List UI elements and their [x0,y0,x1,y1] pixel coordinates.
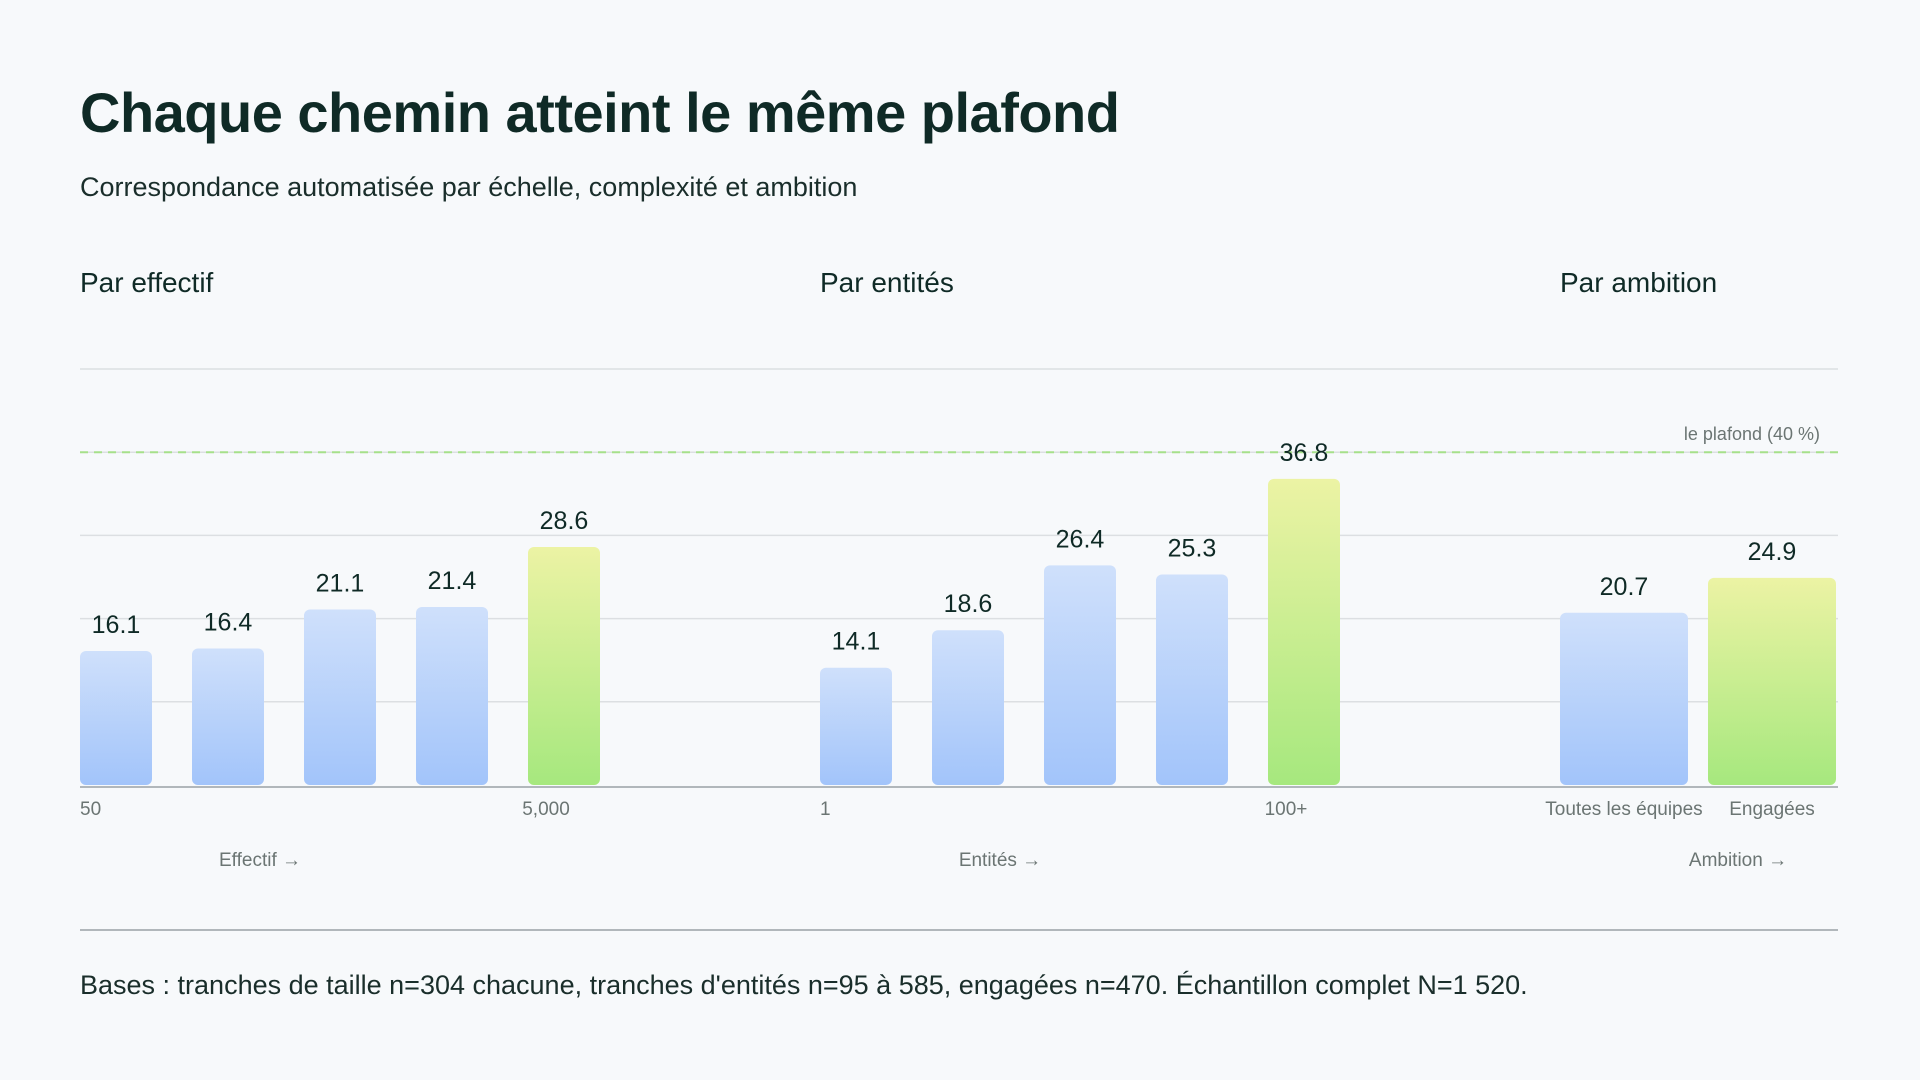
bar [820,667,892,785]
value-label: 25.3 [1168,535,1217,563]
bar [932,630,1004,785]
panel-title: Par entités [820,267,954,298]
bar [1156,574,1228,785]
x-axis-label: Ambition → [1689,850,1787,871]
panel-title: Par effectif [80,267,214,298]
value-label: 14.1 [832,628,881,656]
tick-label: 100+ [1265,799,1308,820]
bar [528,547,600,785]
tick-label: Toutes les équipes [1545,799,1702,820]
tick-label: 50 [80,799,101,820]
bar [1044,565,1116,785]
footnote: Bases : tranches de taille n=304 chacune… [80,970,1528,1000]
value-label: 28.6 [540,507,589,535]
value-label: 24.9 [1748,538,1797,566]
value-label: 16.1 [92,611,141,639]
x-axis-label: Effectif → [219,850,301,871]
bar [1560,612,1688,785]
bar [304,609,376,785]
tick-label: 1 [820,799,831,820]
bar [416,606,488,785]
bar [80,651,152,785]
bar [1708,577,1836,785]
value-label: 21.1 [316,569,365,597]
value-label: 20.7 [1600,573,1649,601]
value-label: 21.4 [428,567,477,595]
value-label: 36.8 [1280,439,1329,467]
ceiling-label: le plafond (40 %) [1684,424,1820,444]
chart-title: Chaque chemin atteint le même plafond [80,81,1120,144]
tick-label: 5,000 [522,799,570,820]
panel-title: Par ambition [1560,267,1717,298]
bar [192,648,264,785]
bar [1268,478,1340,785]
chart-labels: le plafond (40 %) Par effectif 16.1 50 16.4 2… [80,267,1820,871]
bars [80,478,1836,785]
value-label: 16.4 [204,609,253,637]
value-label: 18.6 [944,590,993,618]
tick-label: Engagées [1729,799,1815,820]
chart-subtitle: Correspondance automatisée par échelle, … [80,172,858,202]
x-axis-label: Entités → [959,850,1041,871]
value-label: 26.4 [1056,525,1105,553]
